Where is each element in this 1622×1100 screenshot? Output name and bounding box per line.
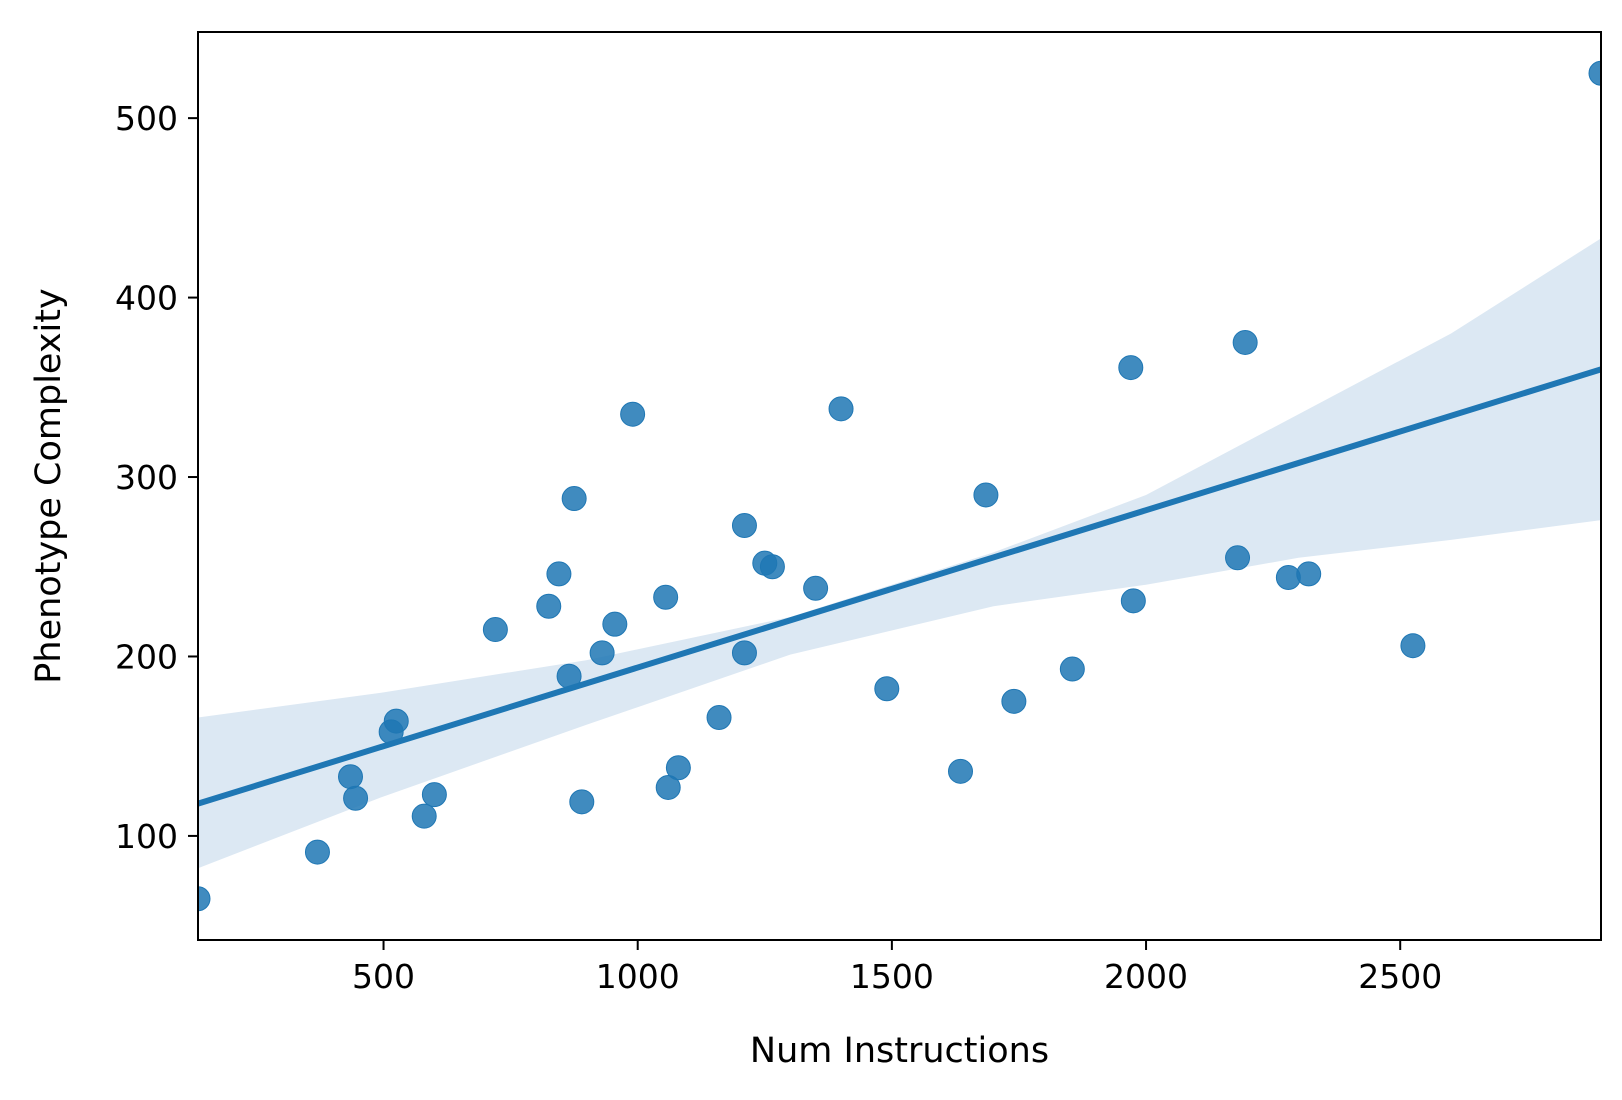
data-point	[1225, 545, 1251, 571]
data-point	[731, 512, 757, 538]
confidence-band	[198, 238, 1601, 869]
data-point	[304, 839, 330, 865]
data-point	[655, 774, 681, 800]
data-point	[620, 401, 646, 427]
x-tick-label: 500	[352, 957, 415, 996]
y-tick-label: 100	[115, 817, 178, 856]
data-point	[731, 640, 757, 666]
data-point	[973, 482, 999, 508]
regression-line	[198, 366, 1601, 807]
data-point	[1059, 656, 1085, 682]
data-point	[383, 708, 409, 734]
confidence-band-layer	[198, 238, 1601, 869]
data-point	[536, 593, 562, 619]
data-point	[874, 676, 900, 702]
y-tick-label: 200	[115, 637, 178, 676]
data-point	[1400, 633, 1426, 659]
plot-frame	[197, 31, 1602, 941]
data-point	[1588, 60, 1601, 86]
x-axis-title: Num Instructions	[750, 1031, 1049, 1071]
data-point	[421, 782, 447, 808]
data-point	[482, 617, 508, 643]
data-point	[665, 755, 691, 781]
data-point	[1001, 688, 1027, 714]
data-point	[546, 561, 572, 587]
data-point	[411, 803, 437, 829]
data-point	[343, 785, 369, 811]
regression-line-layer	[198, 366, 1601, 807]
data-point	[759, 554, 785, 580]
x-tick-label: 1500	[850, 957, 934, 996]
y-tick-label: 400	[115, 279, 178, 318]
data-point	[706, 704, 732, 730]
data-point	[1296, 561, 1322, 587]
data-point	[561, 486, 587, 512]
x-tick-label: 2000	[1104, 957, 1188, 996]
x-tick-label: 2500	[1358, 957, 1442, 996]
y-tick-label: 300	[115, 458, 178, 497]
data-point	[589, 640, 615, 666]
data-point	[948, 758, 973, 784]
data-point	[1120, 588, 1146, 614]
data-point	[602, 611, 628, 637]
y-tick-label: 500	[115, 99, 178, 138]
data-point	[828, 396, 854, 422]
data-point	[1232, 329, 1258, 355]
data-point	[198, 886, 211, 912]
x-axis-ticks: 500 1000 1500 2000 2500	[352, 940, 1442, 996]
data-point	[803, 575, 829, 601]
data-point	[653, 584, 679, 610]
data-point	[569, 789, 595, 815]
data-point	[338, 764, 363, 790]
y-axis-ticks: 100 200 300 400 500	[115, 99, 198, 856]
x-tick-label: 1000	[596, 957, 680, 996]
data-point	[1118, 355, 1144, 381]
points-layer	[198, 60, 1601, 912]
y-axis-title: Phenotype Complexity	[29, 288, 69, 683]
